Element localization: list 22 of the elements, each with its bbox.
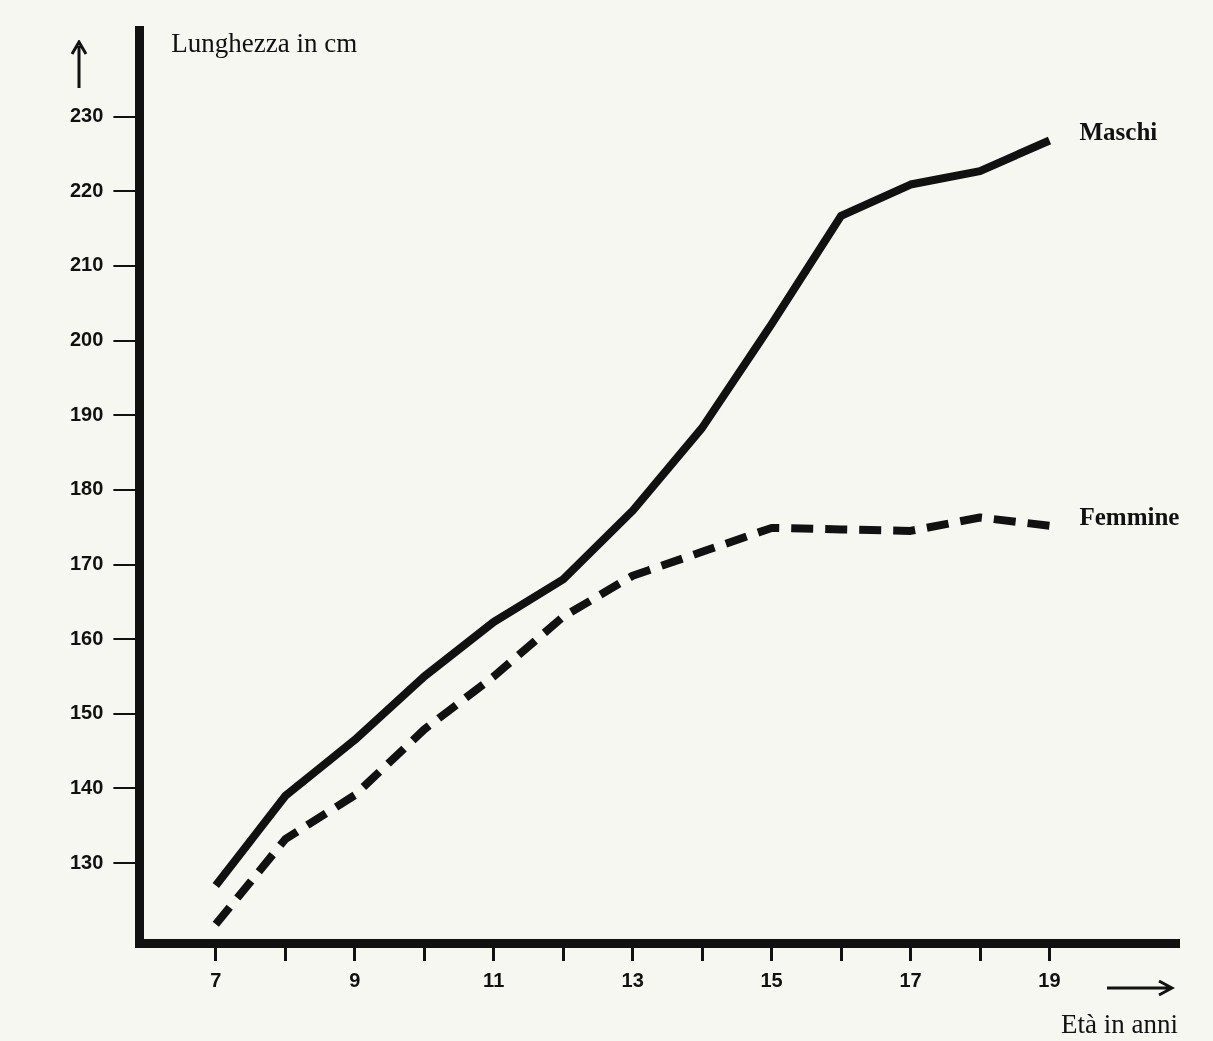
y-tick-label: 140 — [69, 775, 104, 798]
y-tick-label: 180 — [69, 477, 104, 500]
x-tick-label: 11 — [483, 968, 505, 991]
y-tick-label: 200 — [69, 328, 104, 351]
x-tick-label: 19 — [1038, 968, 1061, 991]
x-tick-label: 13 — [621, 968, 644, 991]
x-axis-title: Età in anni — [1061, 1009, 1178, 1040]
series-label: Femmine — [1079, 503, 1180, 531]
y-axis-title: Lunghezza in cm — [171, 28, 358, 59]
y-tick-label: 150 — [69, 701, 104, 724]
x-tick-label: 7 — [210, 968, 222, 991]
y-tick-label: 220 — [69, 178, 104, 201]
y-tick-label: 230 — [69, 104, 104, 127]
x-tick-label: 9 — [349, 968, 361, 991]
y-tick-label: 170 — [69, 552, 104, 575]
y-tick-label: 130 — [69, 850, 104, 873]
series-label: Maschi — [1079, 117, 1158, 145]
y-tick-label: 190 — [69, 402, 104, 425]
y-tick-label: 210 — [69, 253, 104, 276]
x-tick-label: 17 — [899, 968, 922, 991]
x-tick-label: 15 — [760, 968, 783, 991]
y-tick-label: 160 — [69, 626, 104, 649]
